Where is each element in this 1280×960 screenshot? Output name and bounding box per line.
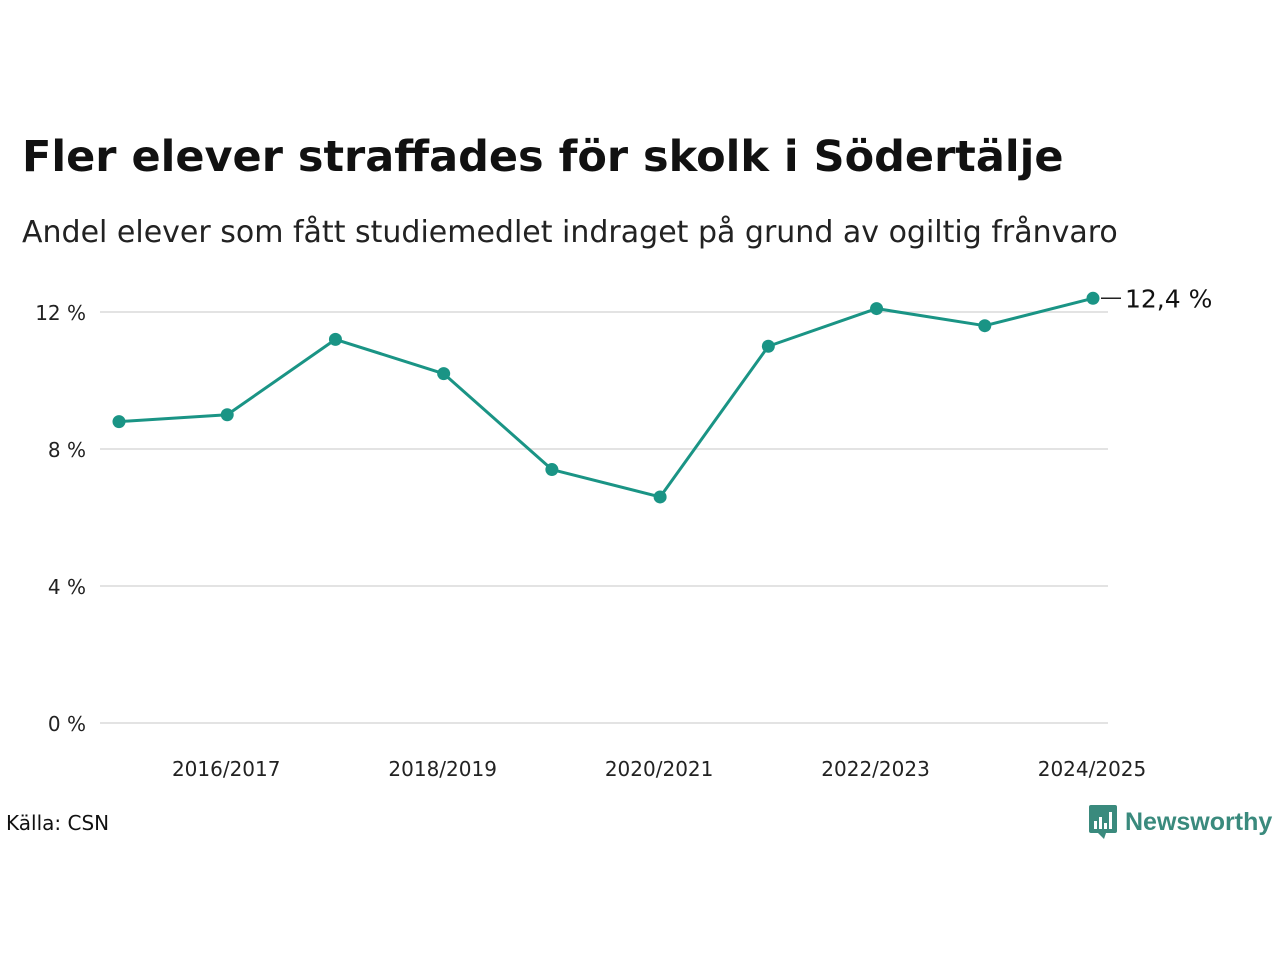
brand-name: Newsworthy: [1125, 807, 1273, 836]
x-tick-label: 2016/2017: [172, 757, 281, 781]
series-line: [117, 296, 1095, 499]
y-tick-label: 12 %: [35, 301, 86, 325]
x-axis-ticks: 2016/2017 2018/2019 2020/2021 2022/2023 2024…: [172, 757, 1146, 781]
data-point: [545, 463, 559, 477]
data-points: [112, 291, 1100, 504]
x-tick-label: 2020/2021: [605, 757, 714, 781]
data-point: [978, 319, 992, 333]
y-tick-label: 8 %: [48, 438, 86, 462]
series-line-group: [117, 296, 1095, 499]
grid-lines: [100, 311, 1108, 724]
data-point: [1086, 291, 1100, 305]
data-point: [653, 490, 667, 504]
end-label-group: 12,4 %: [1101, 284, 1212, 313]
newsworthy-logo[interactable]: Newsworthy: [1088, 804, 1272, 840]
chart-subtitle: Andel elever som fått studiemedlet indra…: [22, 215, 1118, 250]
logo-chart-icon: [1089, 805, 1117, 839]
data-point: [761, 339, 775, 353]
x-tick-label: 2022/2023: [821, 757, 930, 781]
end-value-label: 12,4 %: [1125, 284, 1212, 313]
data-point: [870, 302, 884, 316]
y-tick-label: 0 %: [48, 712, 86, 736]
chart-title: Fler elever straffades för skolk i Söder…: [22, 132, 1064, 182]
data-point: [437, 367, 451, 381]
data-point: [328, 332, 342, 346]
data-point: [220, 408, 234, 422]
source-note: Källa: CSN: [6, 811, 110, 835]
x-tick-label: 2018/2019: [388, 757, 497, 781]
data-point: [112, 415, 126, 429]
x-tick-label: 2024/2025: [1038, 757, 1147, 781]
y-tick-label: 4 %: [48, 575, 86, 599]
line-chart: 0 % 4 % 8 % 12 % 2016/2017 2018/2019 2020/202…: [35, 284, 1212, 781]
y-axis-ticks: 0 % 4 % 8 % 12 %: [35, 301, 86, 736]
